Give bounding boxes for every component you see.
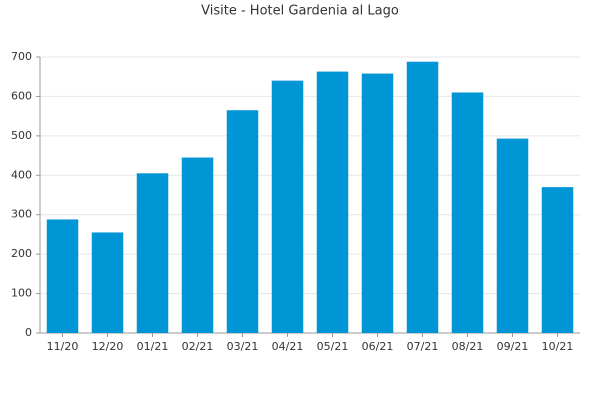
x-tick-label: 05/21 — [317, 340, 349, 353]
y-tick-label: 500 — [11, 129, 32, 142]
x-tick-label: 01/21 — [137, 340, 169, 353]
x-tick-label: 10/21 — [542, 340, 574, 353]
x-tick-label: 06/21 — [362, 340, 394, 353]
y-tick-label: 300 — [11, 208, 32, 221]
bar — [361, 73, 394, 333]
chart-title: Visite - Hotel Gardenia al Lago — [201, 4, 399, 19]
bar — [271, 80, 304, 334]
bar — [46, 219, 79, 333]
y-tick-label: 600 — [11, 89, 32, 102]
bar — [406, 61, 439, 333]
bar — [226, 110, 259, 333]
y-tick-label: 0 — [25, 326, 32, 339]
bar — [136, 173, 169, 333]
x-tick-label: 07/21 — [407, 340, 439, 353]
bar — [91, 232, 124, 333]
x-tick-label: 02/21 — [182, 340, 214, 353]
x-tick-label: 08/21 — [452, 340, 484, 353]
bar — [451, 92, 484, 333]
y-tick-label: 100 — [11, 287, 32, 300]
y-tick-label: 200 — [11, 247, 32, 260]
x-tick-label: 12/20 — [92, 340, 124, 353]
x-tick-label: 11/20 — [47, 340, 79, 353]
x-tick-label: 04/21 — [272, 340, 304, 353]
bar — [496, 138, 529, 333]
bar — [181, 157, 214, 333]
x-tick-label: 09/21 — [497, 340, 529, 353]
y-tick-label: 400 — [11, 168, 32, 181]
x-tick-label: 03/21 — [227, 340, 259, 353]
bar — [316, 71, 349, 334]
bar — [541, 187, 574, 333]
y-tick-label: 700 — [11, 50, 32, 63]
